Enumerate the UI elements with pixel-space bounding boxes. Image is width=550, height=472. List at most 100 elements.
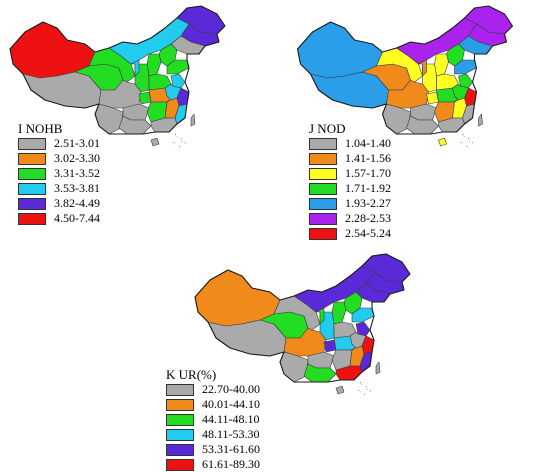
region-tibet: [22, 71, 102, 109]
legend-label: 3.53-3.81: [54, 181, 100, 195]
legend-swatch: [309, 137, 337, 150]
region-ningxia: [130, 59, 140, 77]
legend-item: 1.71-1.92: [309, 181, 391, 196]
legend-swatch: [309, 182, 337, 195]
legend-label: 1.71-1.92: [345, 181, 391, 195]
legend-item: 1.41-1.56: [309, 151, 391, 166]
legend-swatch: [166, 398, 194, 411]
legend-swatch: [309, 167, 337, 180]
legend-title: J NOD: [309, 121, 346, 136]
legend-label: 2.54-5.24: [345, 226, 391, 240]
legend-swatch: [166, 383, 194, 396]
region-guangxi: [118, 115, 152, 135]
legend-label: 1.57-1.70: [345, 166, 391, 180]
south-sea-islands: [460, 133, 474, 149]
legend-swatch: [18, 182, 46, 195]
region-hainan: [150, 137, 160, 147]
legend-label: 48.11-53.30: [202, 427, 260, 441]
region-taiwan: [190, 113, 196, 127]
map-panel-nohb: [5, 4, 255, 154]
legend-ur: K UR(%) 22.70-40.00 40.01-44.10 44.11-48.1…: [166, 368, 260, 472]
legend-item: 3.31-3.52: [18, 166, 100, 181]
legend-item: 1.57-1.70: [309, 166, 391, 181]
legend-title: K UR(%): [166, 367, 217, 382]
region-chongqing: [426, 91, 439, 105]
legend-label: 61.61-89.30: [202, 457, 260, 471]
legend-item: 2.28-2.53: [309, 211, 391, 226]
legend-label: 3.31-3.52: [54, 166, 100, 180]
legend-swatch: [166, 413, 194, 426]
region-tibet: [310, 71, 389, 109]
country-outline: [194, 253, 411, 383]
region-taiwan: [478, 113, 483, 127]
legend-label: 22.70-40.00: [202, 382, 260, 396]
region-hainan: [438, 137, 447, 147]
legend-item: 3.02-3.30: [18, 151, 100, 166]
region-ningxia: [418, 59, 427, 77]
region-jiangsu: [458, 73, 473, 89]
china-map-nohb: [9, 5, 226, 149]
region-hainan: [335, 385, 345, 395]
legend-item: 61.61-89.30: [166, 457, 260, 472]
legend-swatch: [166, 428, 194, 441]
legend-item: 1.93-2.27: [309, 196, 391, 211]
legend-item: 48.11-53.30: [166, 427, 260, 442]
south-sea-islands: [357, 381, 372, 397]
legend-item: 3.82-4.49: [18, 196, 100, 211]
legend-swatch: [309, 197, 337, 210]
legend-label: 1.41-1.56: [345, 151, 391, 165]
map-panel-ur: [190, 252, 440, 402]
legend-swatch: [309, 212, 337, 225]
region-jiangsu: [170, 73, 186, 89]
china-map-ur: [194, 253, 411, 397]
region-tibet: [207, 319, 287, 357]
region-guangxi: [303, 363, 337, 383]
legend-label: 1.04-1.40: [345, 136, 391, 150]
legend-rows: 1.04-1.40 1.41-1.56 1.57-1.70 1.71-1.92 1.93…: [309, 136, 391, 241]
legend-swatch: [166, 443, 194, 456]
region-taiwan: [375, 361, 381, 375]
legend-item: 1.04-1.40: [309, 136, 391, 151]
south-sea-islands: [172, 133, 187, 149]
legend-label: 4.50-7.44: [54, 211, 100, 225]
region-chongqing: [138, 91, 152, 105]
region-jiangsu: [355, 321, 371, 337]
legend-swatch: [18, 137, 46, 150]
region-chongqing: [323, 339, 337, 353]
legend-label: 3.82-4.49: [54, 196, 100, 210]
country-outline: [296, 5, 514, 135]
legend-label: 53.31-61.60: [202, 442, 260, 456]
map-panel-nod: [290, 4, 545, 154]
region-shanxi: [434, 53, 449, 77]
legend-swatch: [18, 167, 46, 180]
legend-item: 40.01-44.10: [166, 397, 260, 412]
legend-label: 3.02-3.30: [54, 151, 100, 165]
legend-label: 44.11-48.10: [202, 412, 260, 426]
legend-nod: J NOD 1.04-1.40 1.41-1.56 1.57-1.70 1.71-1.…: [309, 122, 391, 241]
legend-swatch: [309, 152, 337, 165]
legend-item: 3.53-3.81: [18, 181, 100, 196]
legend-item: 4.50-7.44: [18, 211, 100, 226]
legend-label: 2.28-2.53: [345, 211, 391, 225]
legend-rows: 22.70-40.00 40.01-44.10 44.11-48.10 48.11-5…: [166, 382, 260, 472]
region-guangxi: [406, 115, 439, 135]
legend-swatch: [18, 197, 46, 210]
region-yunnan: [279, 351, 309, 383]
legend-item: 2.54-5.24: [309, 226, 391, 241]
legend-label: 2.51-3.01: [54, 136, 100, 150]
china-map-nod: [296, 5, 514, 149]
legend-item: 2.51-3.01: [18, 136, 100, 151]
legend-nohb: I NOHB 2.51-3.01 3.02-3.30 3.31-3.52 3.53-3…: [18, 122, 100, 226]
region-ningxia: [315, 307, 325, 325]
region-shanxi: [331, 301, 347, 325]
legend-item: 22.70-40.00: [166, 382, 260, 397]
legend-swatch: [166, 458, 194, 471]
legend-item: 44.11-48.10: [166, 412, 260, 427]
region-shanxi: [146, 53, 162, 77]
legend-item: 53.31-61.60: [166, 442, 260, 457]
legend-swatch: [18, 212, 46, 225]
legend-swatch: [309, 227, 337, 240]
legend-title: I NOHB: [18, 121, 63, 136]
legend-rows: 2.51-3.01 3.02-3.30 3.31-3.52 3.53-3.81 3.82…: [18, 136, 100, 226]
legend-label: 40.01-44.10: [202, 397, 260, 411]
